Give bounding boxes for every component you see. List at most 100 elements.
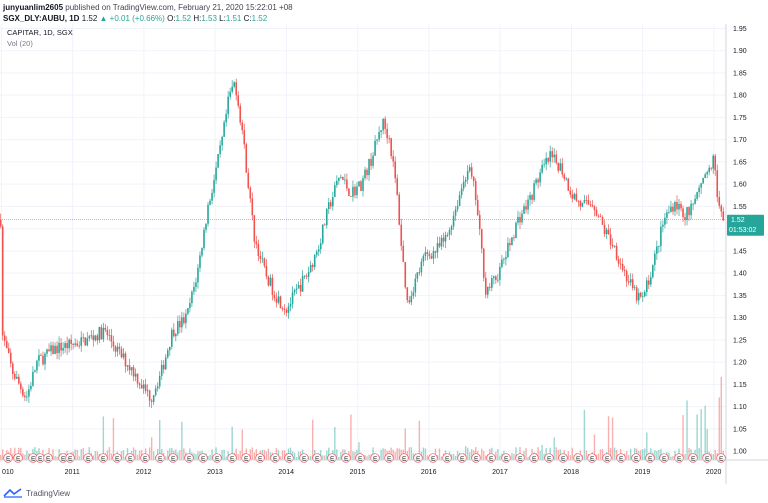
volume-bar <box>82 448 84 460</box>
candle-body <box>400 224 403 246</box>
candle-body <box>388 138 390 139</box>
candle-body <box>247 172 250 188</box>
candle-body <box>390 138 392 157</box>
low-value: 1.51 <box>225 14 242 23</box>
x-axis[interactable]: 010 2011 2012 2013 2014 2015 2016 2017 2018 2019 2… <box>2 469 722 476</box>
candle-body <box>569 190 572 195</box>
candle-body <box>96 335 99 341</box>
tradingview-brand[interactable]: TradingView <box>26 488 71 498</box>
candle-body <box>692 203 694 205</box>
candle-body <box>110 335 113 342</box>
candle-body <box>666 212 668 218</box>
earnings-marker-label: E <box>315 456 320 463</box>
candle-body <box>251 198 254 216</box>
volume-bar <box>102 416 105 460</box>
x-tick-label: 2020 <box>706 469 722 476</box>
candle-body <box>82 337 85 339</box>
volume-bar <box>311 419 314 460</box>
volume-bar <box>571 447 574 460</box>
volume-bar <box>181 421 183 460</box>
earnings-marker-label: E <box>705 456 710 463</box>
candle-body <box>124 353 127 367</box>
candle-body <box>533 183 535 200</box>
volume-bar <box>454 455 457 460</box>
tradingview-logo-icon[interactable] <box>3 488 23 498</box>
volume-bar <box>112 418 115 460</box>
x-tick-label: 2015 <box>350 469 366 476</box>
candle-body <box>406 287 409 301</box>
volume-bar <box>412 453 415 460</box>
volume-bar <box>696 414 698 460</box>
candle-body <box>376 139 378 141</box>
candle-body <box>585 200 588 201</box>
volume-bar <box>706 429 708 460</box>
candle-body <box>436 243 439 253</box>
volume-bar <box>20 447 22 460</box>
candle-body <box>299 284 302 292</box>
author-name[interactable]: junyuanlim2605 <box>3 3 64 12</box>
up-arrow-icon: ▲ <box>99 14 108 23</box>
volume-bar <box>169 448 171 460</box>
candle-body <box>28 389 30 397</box>
volume-bar <box>179 450 181 460</box>
candle-body <box>577 200 580 202</box>
candle-body <box>609 234 612 245</box>
y-tick-label: 1.00 <box>733 449 747 456</box>
volume-bar <box>354 451 356 460</box>
volume-bar <box>10 447 12 460</box>
candle-body <box>648 280 650 285</box>
candle-body <box>56 345 58 354</box>
volume-bar <box>110 453 113 460</box>
candle-body <box>356 186 358 196</box>
candle-body <box>484 277 487 295</box>
candle-body <box>257 243 260 256</box>
candle-body <box>654 253 656 265</box>
candle-body <box>565 178 568 180</box>
candle-body <box>521 213 523 223</box>
candle-body <box>249 187 252 199</box>
candle-body <box>185 313 187 324</box>
candle-body <box>394 161 397 179</box>
candle-body <box>637 292 640 301</box>
volume-bar <box>239 450 241 460</box>
candle-body <box>183 317 185 324</box>
y-tick-label: 1.45 <box>733 248 747 255</box>
candle-body <box>599 216 602 218</box>
volume-bar <box>656 451 658 460</box>
candle-body <box>1 226 4 336</box>
earnings-marker-label: E <box>691 456 696 463</box>
volume-bar <box>593 434 596 460</box>
volume-bar <box>14 447 16 460</box>
price-change: +0.01 (+0.66%) <box>109 14 165 23</box>
candle-body <box>597 215 600 217</box>
candle-body <box>223 122 225 137</box>
volume-bar <box>78 456 80 460</box>
candle-body <box>491 278 493 288</box>
candle-body <box>557 162 560 171</box>
candle-body <box>386 128 388 139</box>
candle-body <box>106 329 109 336</box>
volume-bar <box>470 449 473 460</box>
volume-bar <box>426 455 429 460</box>
volume-bar <box>615 449 618 460</box>
volume-bar <box>569 455 572 460</box>
y-axis[interactable]: 1.951.901.851.801.751.701.651.601.551.50… <box>733 26 747 456</box>
candle-body <box>603 224 606 235</box>
candle-body <box>303 275 306 277</box>
price-badge-countdown: 01:53:02 <box>729 227 756 234</box>
candle-body <box>128 365 131 371</box>
volume-bar <box>92 455 94 460</box>
candle-body <box>408 300 411 303</box>
earnings-marker-label: E <box>101 456 106 463</box>
candle-body <box>32 371 34 386</box>
candle-body <box>472 176 475 181</box>
volume-bar <box>338 456 340 460</box>
volume-bar <box>255 449 258 460</box>
candle-body <box>191 291 193 304</box>
candle-body <box>3 335 6 341</box>
candle-body <box>197 267 199 283</box>
candle-body <box>229 91 231 97</box>
candle-body <box>555 154 558 163</box>
